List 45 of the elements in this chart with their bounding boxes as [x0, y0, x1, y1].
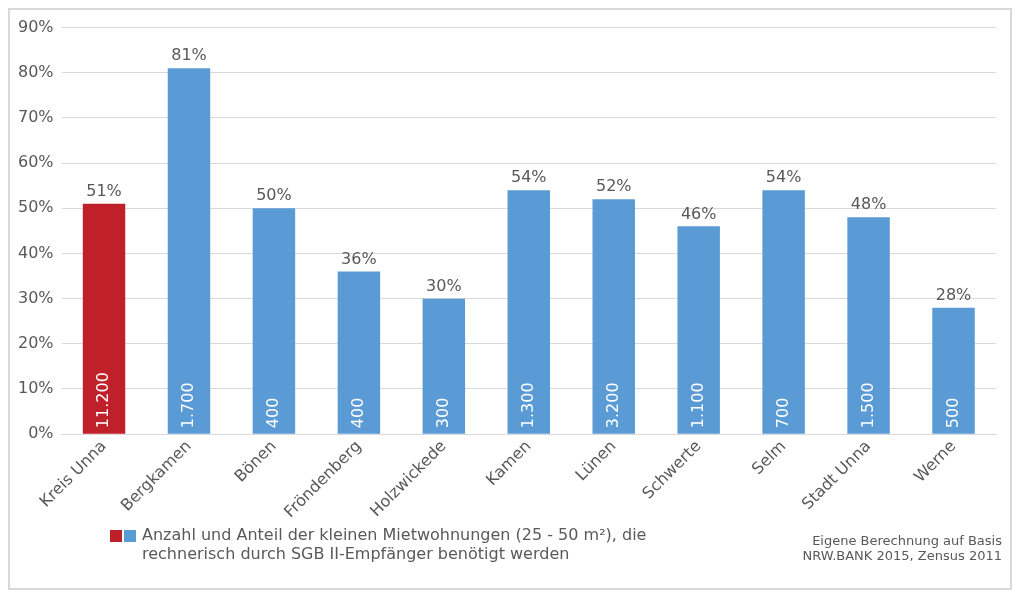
data-label: 28%	[935, 284, 972, 304]
annotation: 3.200	[602, 382, 622, 429]
data-label: 52%	[595, 176, 632, 196]
bar	[167, 68, 211, 434]
data-label: 54%	[765, 167, 802, 187]
data-label: 51%	[86, 180, 122, 200]
annotation: 400	[263, 397, 283, 429]
y-tick-label: 90%	[18, 16, 54, 36]
bar	[507, 190, 551, 434]
annotation: 1.300	[517, 382, 537, 429]
annotation: 300	[432, 397, 452, 429]
bar	[677, 226, 720, 434]
y-tick-label: 70%	[18, 107, 54, 127]
y-tick-label: 40%	[18, 242, 54, 262]
annotation: 400	[348, 397, 368, 429]
bar	[932, 307, 975, 434]
data-label: 48%	[850, 194, 887, 214]
y-tick-label: 10%	[18, 378, 54, 398]
bar	[82, 203, 126, 434]
annotation: 1.700	[178, 382, 198, 429]
text: Eigene Berechnung auf Basis NRW.BANK 2015, Zensus 2011	[802, 533, 1002, 563]
bar	[847, 217, 890, 434]
y-tick-label: 0%	[28, 423, 54, 443]
y-tick-label: 20%	[18, 332, 54, 352]
data-label: 81%	[171, 45, 207, 65]
data-label: 50%	[256, 185, 292, 205]
y-tick-label: 80%	[18, 61, 54, 81]
y-tick-label: 50%	[18, 197, 54, 217]
annotation: 1.100	[687, 382, 707, 429]
y-tick-label: 60%	[18, 152, 54, 172]
data-label: 54%	[511, 167, 547, 187]
data-label: 36%	[341, 248, 377, 268]
annotation: 500	[942, 397, 962, 429]
data-label: 30%	[426, 275, 462, 295]
annotation: 11.200	[93, 372, 113, 429]
annotation: 700	[772, 397, 792, 429]
bar	[337, 271, 381, 434]
annotation: 1.500	[857, 382, 877, 429]
bar	[592, 199, 635, 434]
bar	[762, 190, 805, 434]
legend-label: Anzahl und Anteil der kleinen Mietwohnungen (25 - 50 m²), die rechnerisch durch SGB II-Empfänger benötigt werden	[142, 525, 648, 563]
data-label: 46%	[680, 203, 717, 223]
bar	[252, 208, 296, 434]
y-tick-label: 30%	[18, 287, 54, 307]
bar	[422, 298, 466, 434]
